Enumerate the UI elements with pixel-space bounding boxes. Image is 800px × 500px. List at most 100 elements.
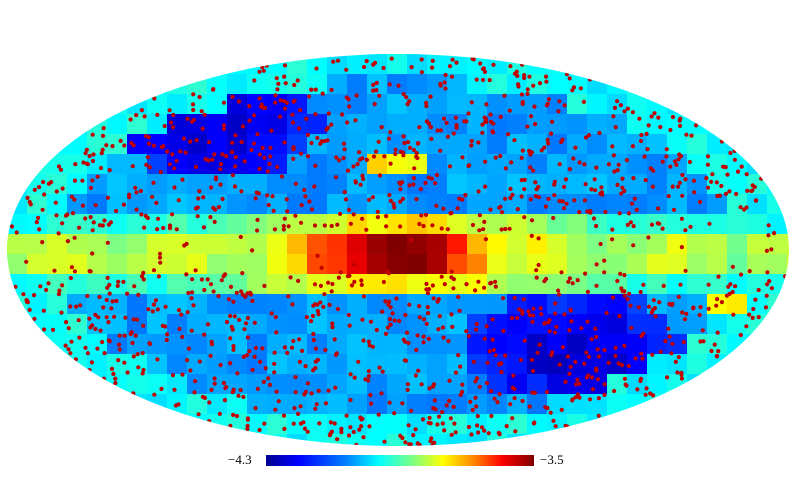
source-point (58, 167, 64, 172)
source-point (519, 178, 524, 183)
map-pixel (127, 294, 148, 315)
source-point (233, 133, 238, 138)
source-point (606, 360, 611, 365)
source-point (522, 177, 527, 182)
map-pixel (47, 434, 68, 446)
map-pixel (427, 74, 448, 95)
source-point (537, 342, 542, 347)
source-point (612, 169, 617, 174)
source-point (250, 298, 255, 304)
map-pixel (607, 134, 628, 155)
map-pixel (7, 314, 8, 335)
source-point (522, 73, 527, 78)
source-point (147, 165, 152, 170)
map-pixel (527, 334, 548, 355)
source-point (701, 339, 706, 344)
source-point (307, 199, 312, 204)
source-point (756, 287, 761, 293)
source-point (451, 404, 456, 409)
source-point (421, 317, 427, 322)
map-pixel (727, 174, 748, 195)
source-point (347, 323, 352, 328)
source-point (763, 305, 769, 310)
map-pixel (207, 74, 228, 95)
map-pixel (607, 54, 628, 55)
map-pixel (107, 234, 128, 255)
source-point (593, 188, 598, 193)
map-pixel (187, 114, 208, 135)
source-point (291, 156, 296, 161)
source-point (767, 279, 772, 284)
source-point (230, 150, 235, 155)
map-pixel (307, 114, 328, 135)
map-pixel (567, 194, 588, 215)
source-point (649, 222, 655, 227)
map-pixel (707, 274, 728, 295)
source-point (772, 231, 777, 236)
map-pixel (7, 234, 28, 255)
source-point (235, 371, 240, 376)
source-point (476, 140, 481, 145)
source-point (231, 412, 236, 417)
map-pixel (567, 274, 588, 295)
source-point (491, 121, 496, 126)
map-pixel (647, 374, 668, 395)
map-pixel (327, 234, 348, 255)
source-point (542, 279, 547, 284)
source-point (589, 337, 594, 342)
source-point (404, 95, 409, 100)
source-point (469, 432, 474, 437)
source-point (13, 284, 18, 289)
map-pixel (467, 94, 488, 115)
map-pixel (247, 174, 268, 195)
source-point (460, 382, 465, 387)
map-pixel (7, 54, 28, 75)
map-pixel (487, 174, 508, 195)
source-point (419, 213, 424, 218)
map-pixel (7, 394, 28, 415)
source-point (421, 223, 426, 229)
source-point (520, 148, 525, 153)
source-point (501, 296, 506, 301)
source-point (364, 59, 369, 64)
map-pixel (27, 174, 48, 195)
source-point (705, 162, 711, 167)
source-point (188, 368, 193, 373)
source-point (409, 237, 414, 243)
source-point (388, 161, 393, 166)
map-pixel (187, 134, 208, 155)
source-point (480, 122, 485, 127)
source-point (618, 103, 624, 108)
source-point (392, 318, 397, 323)
source-point (518, 357, 524, 363)
map-pixel (427, 234, 448, 255)
source-point (572, 198, 577, 203)
source-point (224, 154, 229, 159)
source-point (583, 271, 588, 276)
source-point (656, 206, 661, 211)
source-point (438, 148, 443, 153)
source-point (351, 429, 356, 435)
source-point (393, 147, 398, 152)
map-pixel (607, 314, 628, 335)
map-pixel (67, 214, 88, 235)
map-pixel (487, 214, 508, 235)
map-pixel (487, 74, 508, 95)
map-pixel (727, 74, 748, 95)
source-point (315, 135, 320, 140)
map-pixel (527, 314, 548, 335)
source-point (571, 156, 576, 161)
map-pixel (287, 334, 308, 355)
source-point (646, 123, 651, 128)
source-point (553, 311, 558, 316)
source-point (63, 343, 68, 348)
map-pixel (467, 74, 488, 95)
map-pixel (727, 414, 748, 435)
source-point (456, 353, 461, 358)
source-point (313, 366, 318, 371)
source-point (689, 133, 694, 138)
source-point (121, 279, 126, 284)
source-point (286, 224, 291, 229)
map-pixel (607, 234, 628, 255)
map-pixel (187, 174, 208, 195)
